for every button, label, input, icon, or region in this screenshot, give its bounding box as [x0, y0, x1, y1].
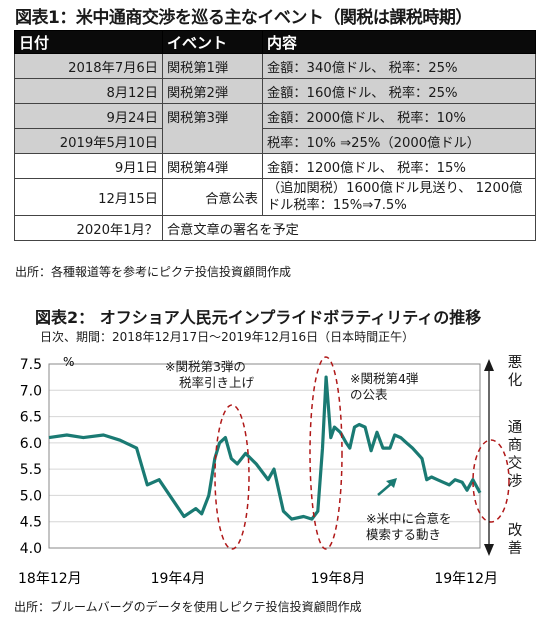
highlight-ellipse-tariff3 — [214, 404, 250, 550]
row-event: 関税第2弾 — [162, 78, 263, 104]
highlight-ellipse-tariff4 — [309, 356, 343, 550]
row-date: 8月12日 — [14, 78, 163, 104]
x-tick-labels: 18年12月 19年4月 19年8月 19年12月 — [18, 571, 498, 587]
plot-frame — [48, 363, 481, 549]
annotation-tariff3-line2: 税率引き上げ — [179, 375, 255, 390]
row-content: 金額：1200億ドル、 税率：15% — [262, 153, 536, 179]
side-label-worse: 化 — [508, 372, 523, 389]
trend-arrow — [377, 482, 393, 496]
row-date: 2020年1月？ — [14, 215, 163, 241]
chart-source: 出所：ブルームバーグのデータを使用しピクテ投信投資顧問作成 — [14, 600, 362, 614]
row-content: 税率：10% ⇒25%（2000億ドル） — [262, 128, 536, 154]
table-row: 9月1日 関税第4弾 金額：1200億ドル、 税率：15% — [14, 153, 536, 179]
annotation-deal-line1: ※米中に合意を — [366, 511, 451, 526]
chart-title: 図表2： オフショア人民元インプライドボラティリティの推移 — [35, 308, 482, 327]
row-content: 金額：340億ドル、 税率：25% — [262, 53, 536, 79]
x-tick-label: 19年12月 — [434, 571, 498, 587]
row-date: 2018年7月6日 — [14, 53, 163, 79]
side-label-trade-talks: 渉 — [508, 473, 523, 490]
table-row: 2020年1月？ 合意文章の署名を予定 — [14, 215, 536, 241]
row-date: 9月24日 — [14, 103, 163, 129]
row-date: 2019年5月10日 — [14, 128, 163, 154]
highlight-ellipse-deal — [472, 439, 510, 523]
y-tick-labels: 7.5 7.0 6.5 6.0 5.5 5.0 4.5 4.0 — [20, 357, 42, 557]
y-tick-label: 7.5 — [20, 357, 42, 373]
table-row: 2019年5月10日 税率：10% ⇒25%（2000億ドル） — [14, 128, 536, 154]
side-arrow-down — [484, 544, 494, 556]
side-label-worse: 悪 — [508, 355, 523, 371]
table-header-row: 日付 イベント 内容 — [14, 30, 536, 54]
header-event: イベント — [162, 30, 263, 54]
side-label-better: 改 — [508, 522, 523, 539]
side-label-better: 善 — [508, 540, 523, 557]
y-tick-label: 5.0 — [20, 488, 42, 504]
row-event: 関税第1弾 — [162, 53, 263, 79]
annotation-tariff4-line1: ※関税第4弾 — [350, 371, 418, 386]
trend-arrow-head — [386, 478, 397, 488]
row-content: 金額：2000億ドル、 税率：10% — [262, 103, 536, 129]
volatility-chart: 7.5 7.0 6.5 6.0 5.5 5.0 4.5 4.0 18年12月 19年4月 19年8… — [18, 355, 523, 587]
table-row: 12月15日 合意公表 （追加関税）1600億ドル見送り、 1200億ドル税率：… — [14, 178, 536, 216]
table-row: 2018年7月6日 関税第1弾 金額：340億ドル、 税率：25% — [14, 53, 536, 79]
table-title: 図表1：米中通商交渉を巡る主なイベント（関税は課税時期） — [15, 8, 472, 28]
table-source: 出所：各種報道等を参考にピクテ投信投資顧問作成 — [15, 265, 292, 279]
row-date: 12月15日 — [14, 178, 163, 216]
table-row: 8月12日 関税第2弾 金額：160億ドル、 税率：25% — [14, 78, 536, 104]
header-date: 日付 — [14, 30, 163, 54]
x-tick-label: 19年4月 — [151, 571, 206, 587]
row-date: 9月1日 — [14, 153, 163, 179]
y-tick-label: 6.5 — [20, 410, 42, 426]
x-tick-label: 18年12月 — [18, 571, 82, 587]
chart-subtitle: 日次、期間：2018年12月17日～2019年12月16日（日本時間正午） — [40, 330, 415, 344]
y-tick-label: 7.0 — [20, 383, 42, 399]
side-label-trade-talks: 通 — [508, 419, 523, 436]
annotation-tariff3-line1: ※関税第3弾の — [165, 359, 246, 374]
row-event: 関税第4弾 — [162, 153, 263, 179]
row-content: （追加関税）1600億ドル見送り、 1200億ドル税率：15%⇒7.5% — [262, 178, 536, 216]
y-tick-label: 5.5 — [20, 462, 42, 478]
x-tick-label: 19年8月 — [311, 571, 366, 587]
row-content: 金額：160億ドル、 税率：25% — [262, 78, 536, 104]
header-content: 内容 — [262, 30, 536, 54]
annotation-tariff4-line2: の公表 — [350, 387, 388, 402]
table-row: 9月24日 関税第3弾 金額：2000億ドル、 税率：10% — [14, 103, 536, 154]
row-event: 合意公表 — [162, 178, 263, 216]
side-label-trade-talks: 交 — [508, 454, 523, 472]
annotation-deal-line2: 模索する動き — [366, 527, 441, 542]
side-label-trade-talks: 商 — [508, 437, 523, 454]
unit-label: % — [63, 355, 74, 369]
y-tick-label: 6.0 — [20, 436, 42, 452]
row-event: 関税第3弾 — [162, 103, 263, 154]
y-tick-label: 4.0 — [20, 541, 42, 557]
grid — [48, 363, 481, 549]
y-tick-label: 4.5 — [20, 515, 42, 531]
series-line — [48, 375, 482, 521]
events-table: 日付 イベント 内容 2018年7月6日 関税第1弾 金額：340億ドル、 税率… — [14, 30, 536, 241]
row-event: 合意文章の署名を予定 — [162, 215, 536, 241]
side-arrow-up — [484, 359, 494, 371]
